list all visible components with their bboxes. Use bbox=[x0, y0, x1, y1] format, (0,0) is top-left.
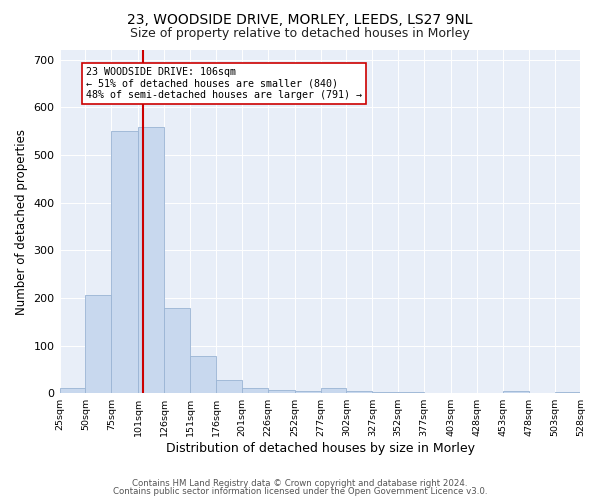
Bar bbox=[216, 380, 242, 393]
Bar bbox=[242, 388, 268, 393]
X-axis label: Distribution of detached houses by size in Morley: Distribution of detached houses by size … bbox=[166, 442, 475, 455]
Bar bbox=[190, 356, 216, 393]
Bar bbox=[373, 392, 398, 393]
Y-axis label: Number of detached properties: Number of detached properties bbox=[15, 128, 28, 314]
Bar bbox=[554, 392, 580, 393]
Bar bbox=[346, 391, 373, 393]
Text: Size of property relative to detached houses in Morley: Size of property relative to detached ho… bbox=[130, 28, 470, 40]
Bar bbox=[268, 390, 295, 393]
Bar bbox=[398, 392, 424, 393]
Bar bbox=[138, 127, 164, 393]
Bar bbox=[85, 296, 112, 393]
Bar bbox=[164, 308, 190, 393]
Bar bbox=[503, 391, 529, 393]
Text: 23, WOODSIDE DRIVE, MORLEY, LEEDS, LS27 9NL: 23, WOODSIDE DRIVE, MORLEY, LEEDS, LS27 … bbox=[127, 12, 473, 26]
Bar bbox=[320, 388, 346, 393]
Text: Contains HM Land Registry data © Crown copyright and database right 2024.: Contains HM Land Registry data © Crown c… bbox=[132, 478, 468, 488]
Bar bbox=[295, 391, 320, 393]
Bar bbox=[112, 131, 138, 393]
Text: Contains public sector information licensed under the Open Government Licence v3: Contains public sector information licen… bbox=[113, 487, 487, 496]
Text: 23 WOODSIDE DRIVE: 106sqm
← 51% of detached houses are smaller (840)
48% of semi: 23 WOODSIDE DRIVE: 106sqm ← 51% of detac… bbox=[86, 67, 362, 100]
Bar bbox=[59, 388, 85, 393]
